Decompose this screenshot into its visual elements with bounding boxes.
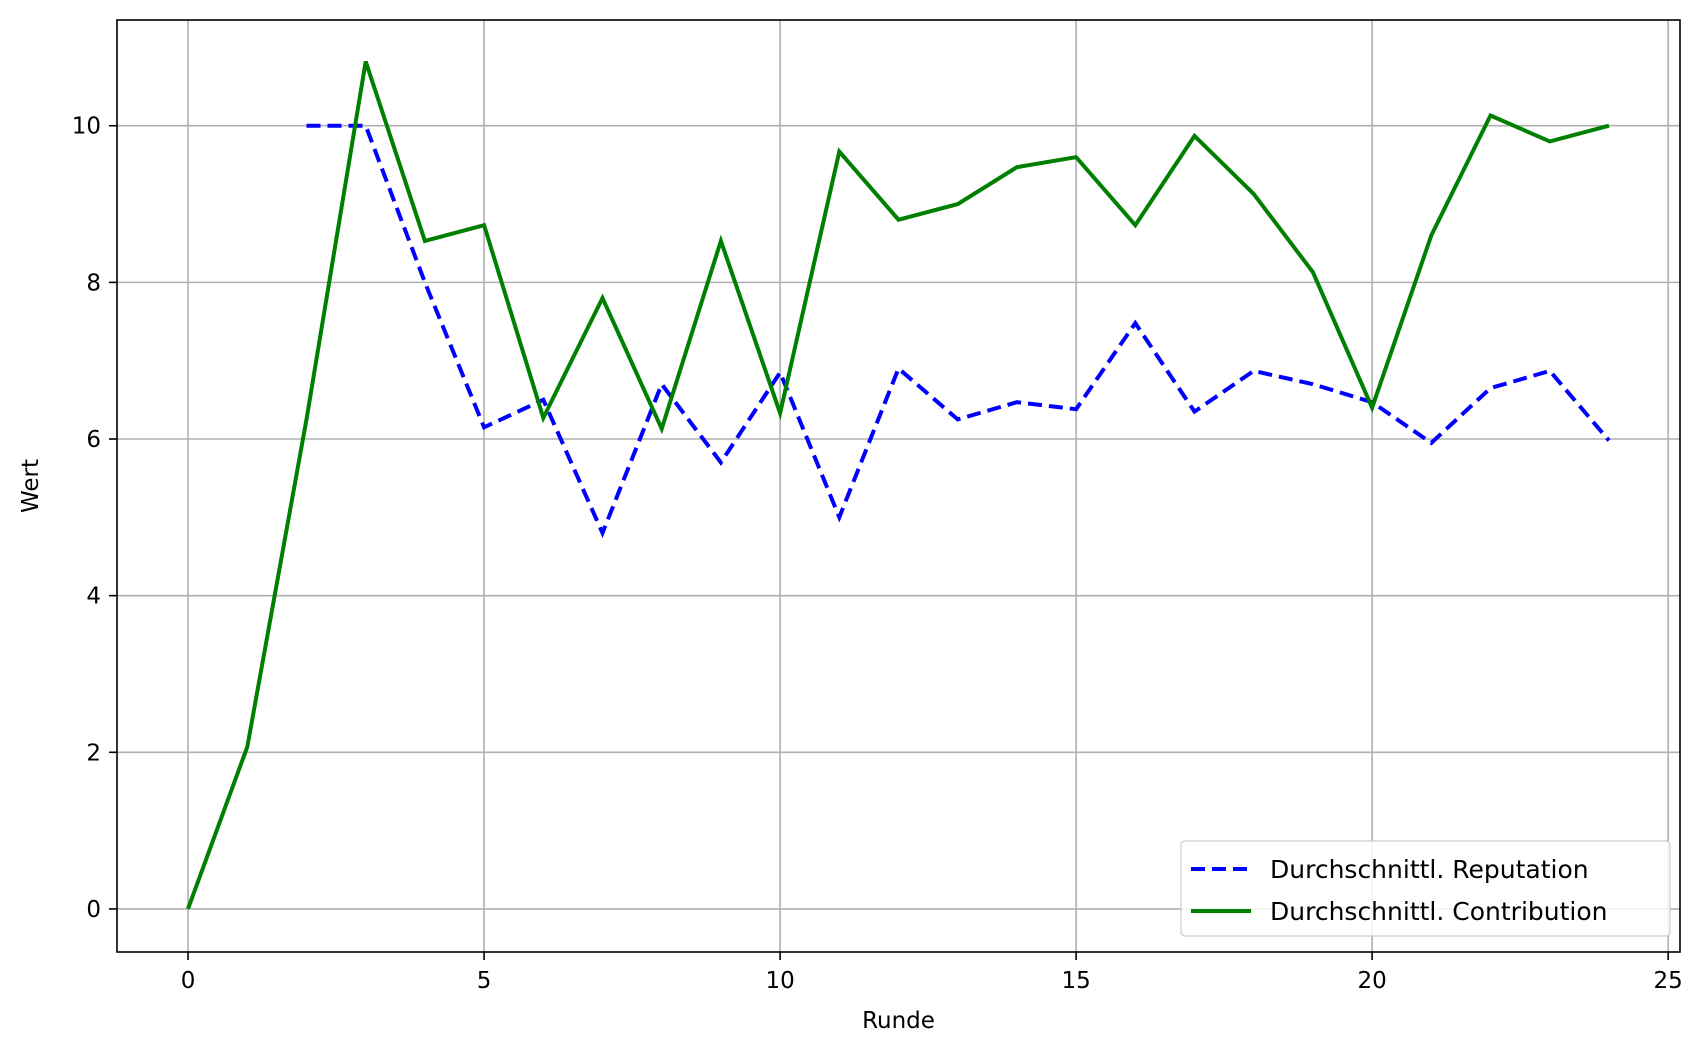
x-tick-label: 0 — [181, 968, 196, 994]
x-tick-label: 10 — [765, 968, 794, 994]
grid-lines — [117, 20, 1680, 952]
legend-box — [1180, 840, 1671, 937]
legend-label-reputation: Durchschnittl. Reputation — [1270, 855, 1589, 884]
x-tick-label: 15 — [1061, 968, 1090, 994]
x-tick-label: 20 — [1357, 968, 1386, 994]
legend-label-contribution: Durchschnittl. Contribution — [1270, 897, 1608, 926]
y-tick-label: 10 — [72, 114, 101, 140]
y-axis-title: Wert — [18, 459, 44, 513]
series-line-reputation — [306, 123, 1611, 539]
x-axis-title: Runde — [862, 1008, 935, 1034]
series-lines — [186, 60, 1611, 910]
series-line-contribution — [186, 60, 1610, 910]
axis-ticks: 0 5 10 15 20 25 0 2 4 6 8 10 — [72, 114, 1683, 994]
y-tick-label: 4 — [86, 584, 101, 610]
x-tick-label: 25 — [1654, 968, 1683, 994]
plot-frame — [116, 19, 1681, 953]
y-tick-label: 2 — [86, 740, 101, 766]
x-tick-label: 5 — [477, 968, 492, 994]
y-tick-label: 6 — [86, 427, 101, 453]
y-tick-label: 0 — [86, 897, 101, 923]
y-tick-label: 8 — [86, 270, 101, 296]
legend: Durchschnittl. Reputation Durchschnittl.… — [1180, 840, 1671, 937]
